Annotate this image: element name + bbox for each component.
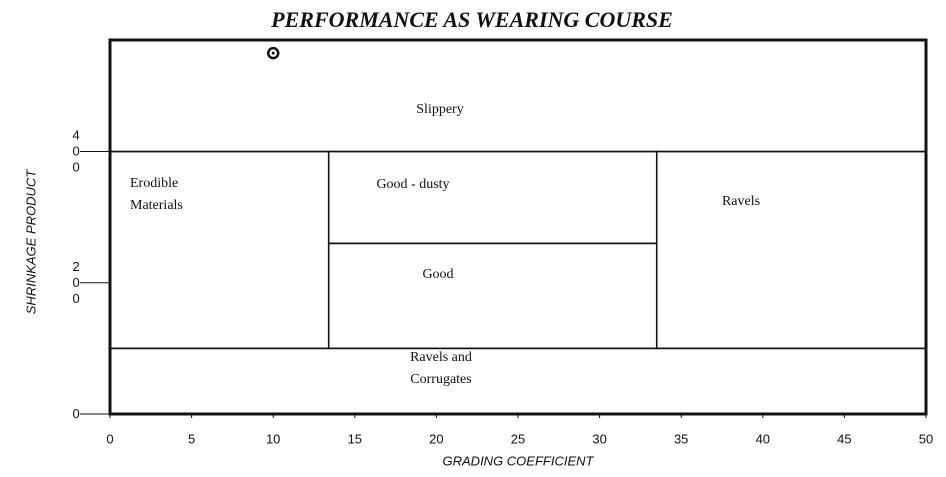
region-label-box: Good	[422, 267, 454, 282]
x-tick-label: 45	[837, 431, 851, 446]
region-label: Ravels	[721, 194, 761, 209]
chart-title: PERFORMANCE AS WEARING COURSE	[270, 7, 673, 32]
point-dot	[271, 51, 275, 55]
y-axis-label: SHRINKAGE PRODUCT	[23, 169, 38, 315]
point	[266, 46, 280, 60]
region-label: Slippery	[416, 102, 464, 117]
region-label-box: Ravels and Corrugates	[410, 350, 472, 387]
x-tick-label: 30	[592, 431, 606, 446]
region-label-box: Good - dusty	[376, 177, 450, 192]
region	[109, 39, 927, 153]
x-tick-label: 50	[919, 431, 933, 446]
region-label: Good	[422, 267, 454, 282]
x-tick-label: 35	[674, 431, 688, 446]
x-tick-label: 40	[756, 431, 770, 446]
y-tick-label: 200	[69, 259, 84, 307]
x-tick-label: 20	[429, 431, 443, 446]
plot-frame	[108, 38, 928, 416]
y-tick-label: 0	[69, 406, 84, 422]
region	[109, 347, 927, 415]
region-label: Good - dusty	[376, 177, 450, 192]
x-axis-label: GRADING COEFFICIENT	[443, 453, 595, 468]
region-label: Ravels and Corrugates	[410, 350, 472, 387]
x-tick-label: 15	[348, 431, 362, 446]
x-tick-label: 25	[511, 431, 525, 446]
region-label: Erodible Materials	[130, 176, 183, 213]
point-ring	[266, 46, 280, 60]
region-label-box: Ravels	[721, 194, 761, 209]
region-label-box: Slippery	[416, 102, 464, 117]
y-tick-label: 400	[69, 128, 84, 176]
region-label-box: Erodible Materials	[130, 176, 183, 213]
x-tick-label: 10	[266, 431, 280, 446]
x-tick-label: 0	[106, 431, 113, 446]
x-tick-label: 5	[188, 431, 195, 446]
